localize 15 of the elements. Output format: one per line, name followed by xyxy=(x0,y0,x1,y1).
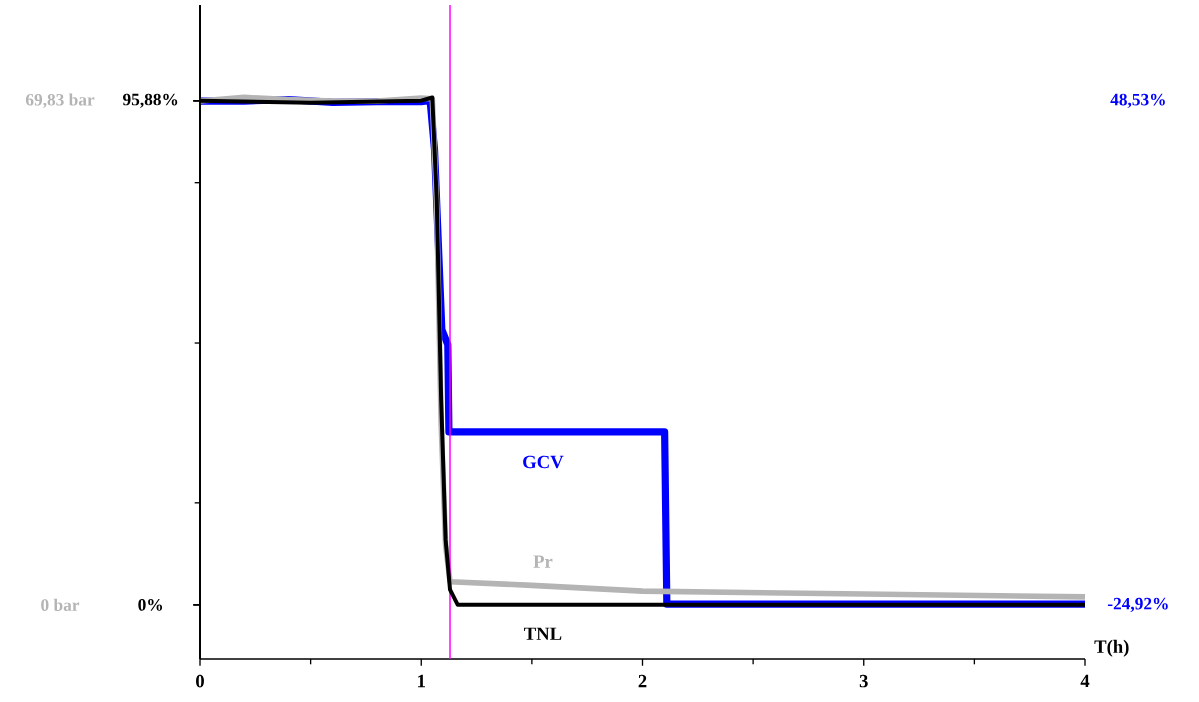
y-tick-label: 0% xyxy=(138,598,163,611)
x-tick-label: 1 xyxy=(418,674,425,688)
y3-tick-label: 48,53% xyxy=(1110,93,1165,108)
series-label: GCV xyxy=(523,455,564,469)
y2-tick-label: 69,83 bar xyxy=(25,93,95,109)
x-tick-label: 0 xyxy=(196,674,204,688)
x-tick-label: 4 xyxy=(1080,674,1090,688)
x-tick-label: 3 xyxy=(859,674,868,688)
series-label: Pr xyxy=(533,555,553,568)
x-axis-title: T(h) xyxy=(1094,639,1129,657)
x-tick-label: 2 xyxy=(638,674,647,688)
y2-tick-label: 0 bar xyxy=(41,598,80,611)
y3-tick-label: -24,92% xyxy=(1107,597,1168,613)
y-tick-label: 95,88% xyxy=(122,93,178,108)
series-label: TNL xyxy=(524,627,562,640)
